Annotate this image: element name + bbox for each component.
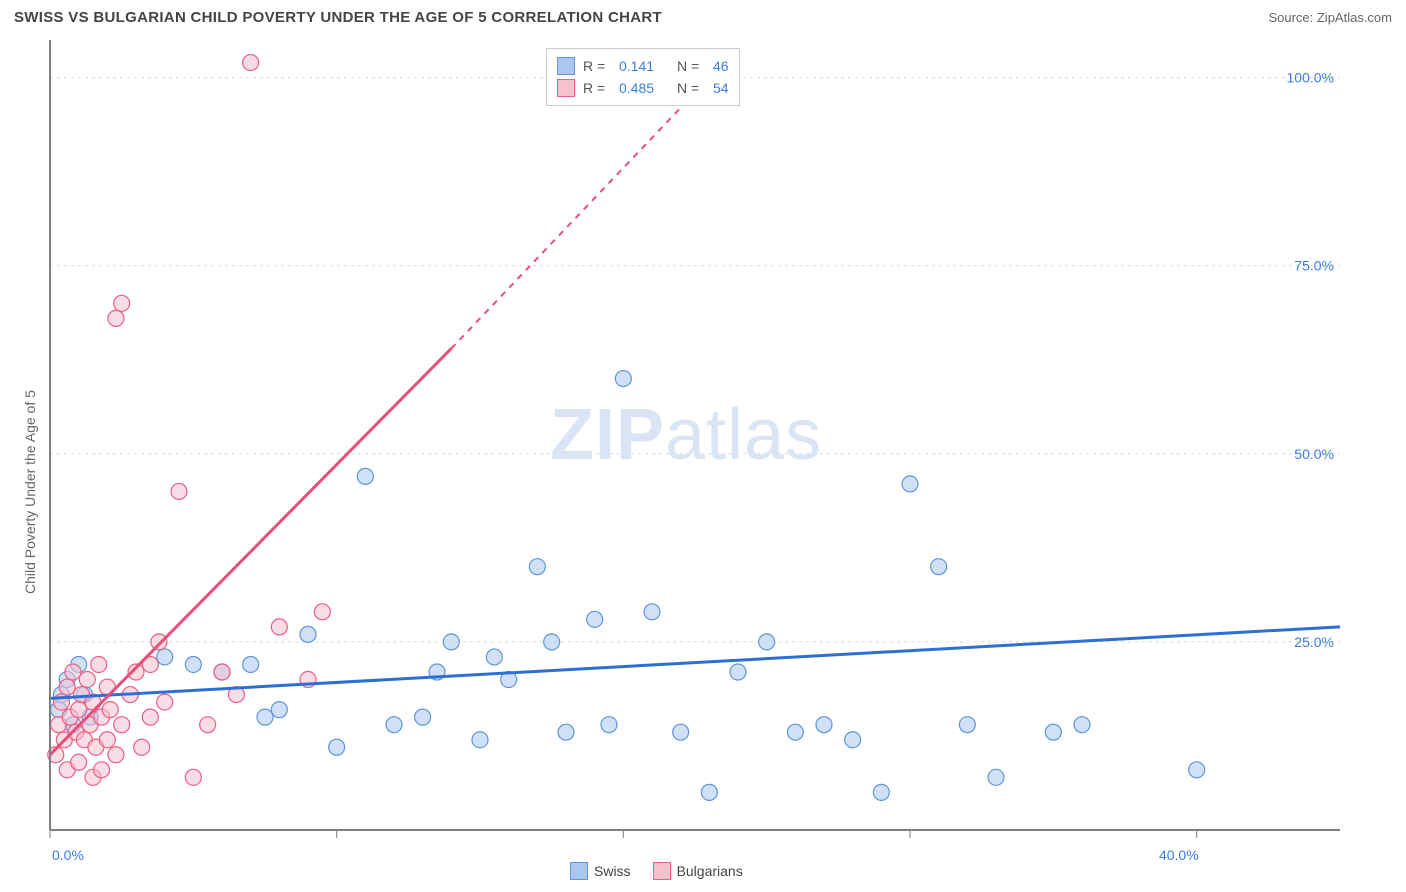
y-tick-label: 50.0% — [1294, 446, 1334, 462]
chart-header: SWISS VS BULGARIAN CHILD POVERTY UNDER T… — [0, 0, 1406, 34]
data-point — [558, 724, 574, 740]
x-tick-label: 40.0% — [1159, 847, 1199, 863]
data-point — [114, 717, 130, 733]
data-point — [873, 784, 889, 800]
n-label: N = — [677, 80, 705, 96]
data-point — [357, 468, 373, 484]
series-swatch — [570, 862, 588, 880]
source-prefix: Source: — [1268, 10, 1316, 25]
data-point — [257, 709, 273, 725]
data-point — [314, 604, 330, 620]
data-point — [94, 762, 110, 778]
data-point — [243, 55, 259, 71]
stats-row: R = 0.141 N = 46 — [557, 55, 729, 77]
n-label: N = — [677, 58, 705, 74]
series-swatch — [653, 862, 671, 880]
data-point — [1045, 724, 1061, 740]
data-point — [71, 754, 87, 770]
data-point — [157, 694, 173, 710]
y-tick-label: 25.0% — [1294, 634, 1334, 650]
data-point — [988, 769, 1004, 785]
data-point — [214, 664, 230, 680]
legend-label: Swiss — [594, 863, 631, 879]
data-point — [472, 732, 488, 748]
data-point — [157, 649, 173, 665]
data-point — [1189, 762, 1205, 778]
data-point — [271, 702, 287, 718]
y-tick-label: 75.0% — [1294, 258, 1334, 274]
scatter-chart: 25.0% 50.0% 75.0% 100.0% 0.0% 40.0% — [0, 34, 1406, 892]
data-point — [1074, 717, 1090, 733]
data-point — [931, 559, 947, 575]
data-point — [443, 634, 459, 650]
data-point — [243, 656, 259, 672]
data-point — [601, 717, 617, 733]
chart-frame: Child Poverty Under the Age of 5 25.0% 50… — [0, 34, 1406, 892]
data-point — [673, 724, 689, 740]
data-point — [816, 717, 832, 733]
data-point — [386, 717, 402, 733]
data-point — [114, 295, 130, 311]
correlation-stats-box: R = 0.141 N = 46 R = 0.485 N = 54 — [546, 48, 740, 106]
data-point — [91, 656, 107, 672]
data-point — [787, 724, 803, 740]
data-point — [59, 679, 75, 695]
data-point — [171, 483, 187, 499]
y-axis-label: Child Poverty Under the Age of 5 — [22, 390, 38, 594]
data-point — [65, 664, 81, 680]
data-point — [544, 634, 560, 650]
x-tick-label: 0.0% — [52, 847, 84, 863]
r-label: R = — [583, 80, 611, 96]
data-point — [759, 634, 775, 650]
series-legend: Swiss Bulgarians — [570, 862, 743, 880]
data-point — [271, 619, 287, 635]
data-point — [415, 709, 431, 725]
data-point — [142, 709, 158, 725]
data-point — [79, 672, 95, 688]
data-point — [615, 371, 631, 387]
data-point — [329, 739, 345, 755]
data-point — [587, 611, 603, 627]
chart-title: SWISS VS BULGARIAN CHILD POVERTY UNDER T… — [14, 9, 662, 26]
legend-label: Bulgarians — [677, 863, 743, 879]
data-point — [71, 702, 87, 718]
data-point — [151, 634, 167, 650]
data-point — [486, 649, 502, 665]
data-point — [108, 747, 124, 763]
data-point — [200, 717, 216, 733]
n-value: 46 — [713, 58, 729, 74]
data-point — [730, 664, 746, 680]
data-point — [959, 717, 975, 733]
r-value: 0.485 — [619, 80, 669, 96]
data-point — [845, 732, 861, 748]
series-swatch — [557, 79, 575, 97]
trend-line-bulgarians-extrapolated — [451, 78, 709, 349]
stats-row: R = 0.485 N = 54 — [557, 77, 729, 99]
r-label: R = — [583, 58, 611, 74]
r-value: 0.141 — [619, 58, 669, 74]
y-tick-label: 100.0% — [1287, 70, 1334, 86]
data-point — [108, 310, 124, 326]
source-name: ZipAtlas.com — [1317, 10, 1392, 25]
data-point — [529, 559, 545, 575]
legend-item: Bulgarians — [653, 862, 743, 880]
data-point — [185, 656, 201, 672]
data-point — [99, 732, 115, 748]
data-point — [902, 476, 918, 492]
trend-line-bulgarians — [50, 348, 451, 754]
n-value: 54 — [713, 80, 729, 96]
series-swatch — [557, 57, 575, 75]
data-point — [644, 604, 660, 620]
data-point — [185, 769, 201, 785]
data-point — [300, 626, 316, 642]
data-point — [701, 784, 717, 800]
data-point — [134, 739, 150, 755]
source-attribution: Source: ZipAtlas.com — [1268, 10, 1392, 25]
legend-item: Swiss — [570, 862, 631, 880]
data-point — [102, 702, 118, 718]
